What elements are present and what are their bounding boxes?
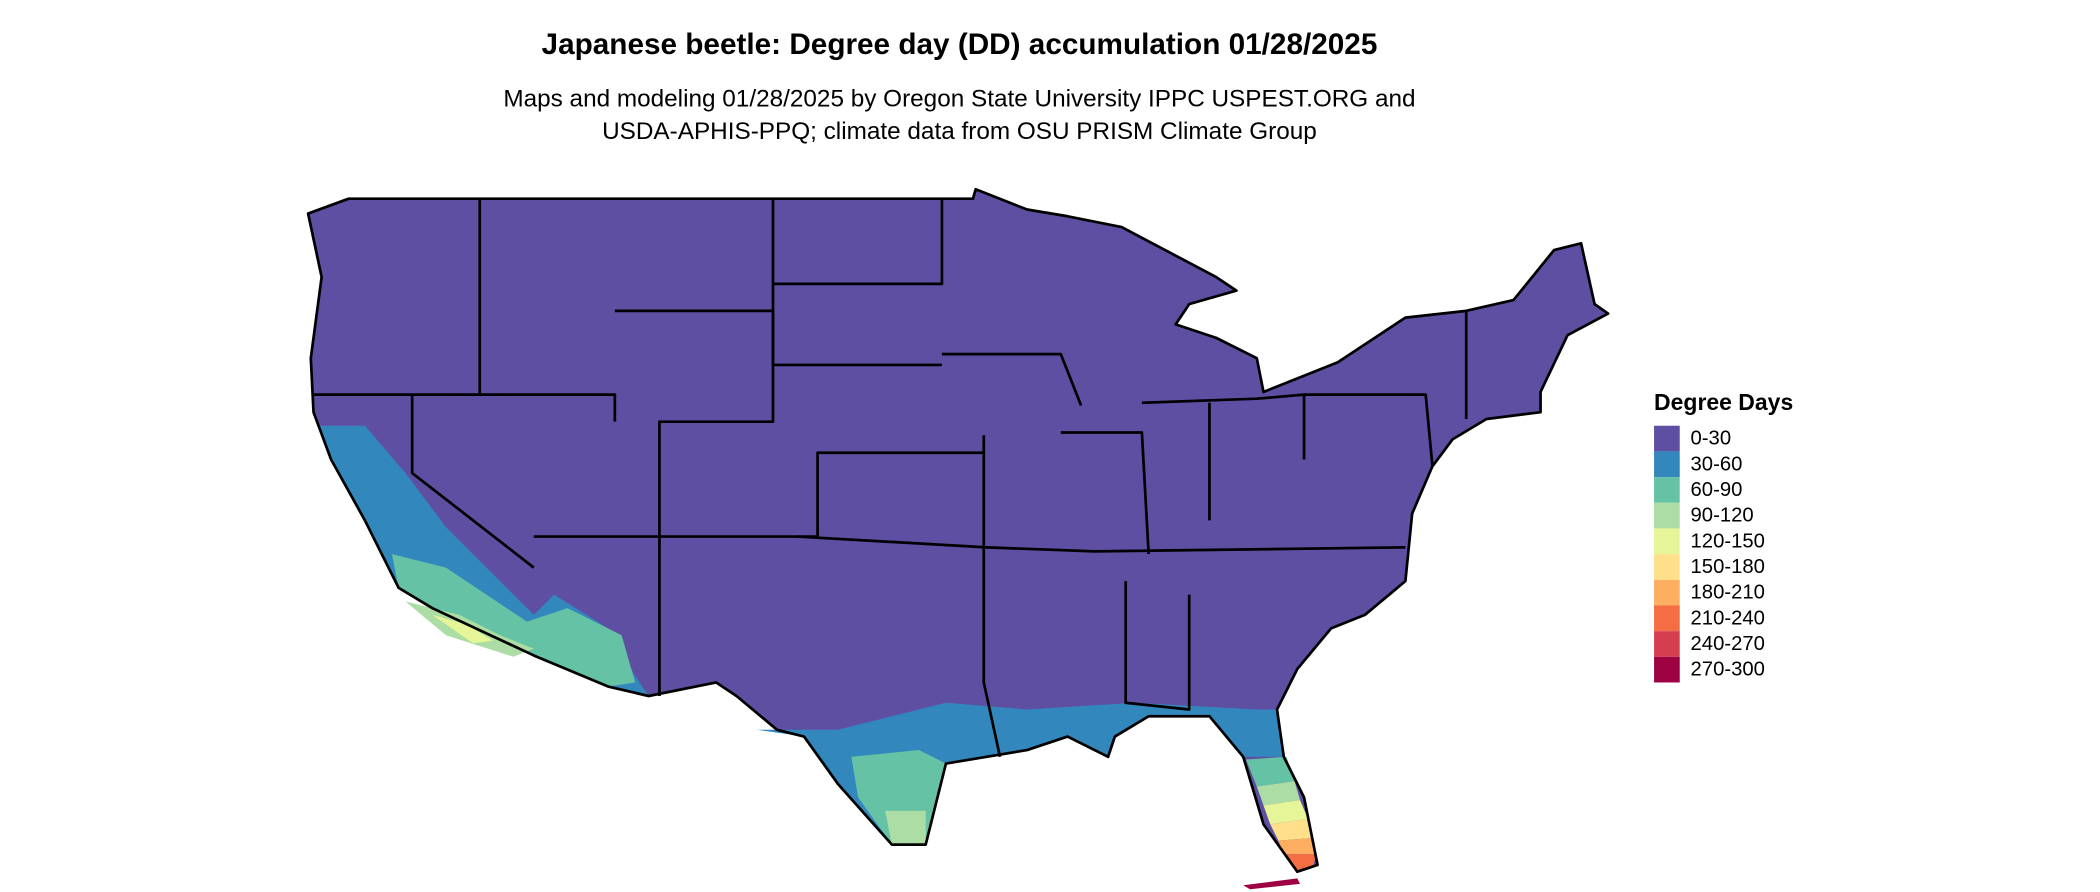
- legend-swatch: [1654, 477, 1680, 503]
- state-border: [410, 394, 535, 569]
- legend-label: 150-180: [1691, 556, 1765, 578]
- map-region: [1283, 854, 1317, 872]
- map-region: [391, 554, 636, 687]
- legend-swatch: [1654, 605, 1680, 632]
- legend-swatch: [1654, 656, 1680, 683]
- legend-swatch: [1654, 425, 1680, 452]
- state-border: [533, 451, 984, 538]
- map-region: [1256, 781, 1300, 806]
- us-outline: [306, 187, 1610, 874]
- map-region: [1270, 818, 1314, 841]
- legend-label: 90-120: [1691, 505, 1754, 527]
- map-region: [1263, 800, 1309, 825]
- state-borders: [313, 198, 1468, 758]
- legend-label: 180-210: [1691, 582, 1765, 604]
- legend-label: 0-30: [1691, 428, 1732, 450]
- legend-label: 120-150: [1691, 530, 1765, 552]
- map-region: [885, 810, 926, 845]
- legend-swatch: [1654, 502, 1680, 529]
- state-border: [1141, 393, 1306, 460]
- state-border: [982, 435, 1002, 758]
- state-border: [772, 200, 944, 286]
- state-border: [313, 393, 617, 422]
- state-border: [1124, 581, 1191, 711]
- legend-label: 30-60: [1691, 453, 1743, 475]
- legend-swatch: [1654, 528, 1680, 555]
- legend-title: Degree Days: [1654, 389, 1793, 415]
- map-title: Japanese beetle: Degree day (DD) accumul…: [542, 28, 1378, 61]
- legend-swatch: [1654, 579, 1680, 606]
- legend-swatch: [1654, 451, 1680, 478]
- state-border: [1060, 431, 1150, 555]
- map-region: [1278, 837, 1317, 855]
- legend: 0-30 30-60 60-90 90-120 120-150 150-180 180-21…: [1654, 425, 1765, 683]
- map-region: [1245, 756, 1295, 787]
- map-regions: [308, 189, 1609, 890]
- state-border: [614, 309, 775, 696]
- state-border: [1304, 393, 1434, 467]
- state-border: [797, 535, 1406, 553]
- map-region: [1243, 878, 1300, 890]
- legend-label: 210-240: [1691, 607, 1765, 629]
- legend-label: 270-300: [1691, 659, 1765, 681]
- legend-label: 240-270: [1691, 633, 1765, 655]
- map-subtitle: USDA-APHIS-PPQ; climate data from OSU PR…: [602, 118, 1317, 145]
- map-subtitle: Maps and modeling 01/28/2025 by Oregon S…: [503, 85, 1415, 112]
- map-region: [432, 614, 494, 644]
- legend-swatch: [1654, 554, 1680, 580]
- state-border: [941, 352, 1083, 406]
- legend-label: 60-90: [1691, 479, 1743, 501]
- legend-swatch: [1654, 631, 1680, 657]
- map-region: [308, 189, 1609, 872]
